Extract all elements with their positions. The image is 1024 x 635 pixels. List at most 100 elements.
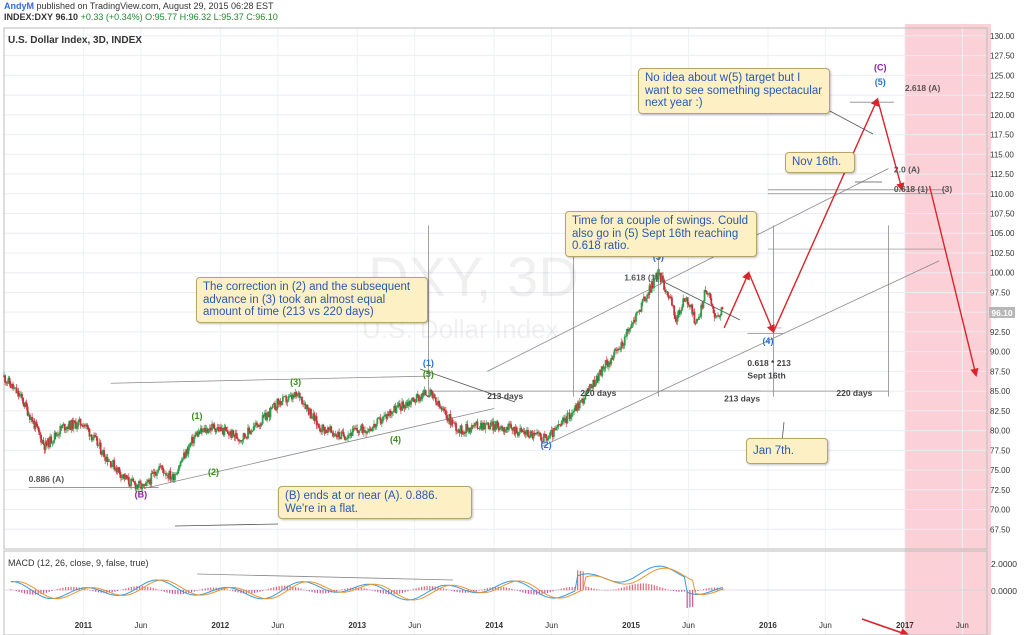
- fib-label: 0.886 (A): [29, 474, 65, 484]
- macd-hist-bar: [193, 590, 195, 592]
- candle-body: [636, 311, 638, 314]
- candle-body: [627, 328, 629, 332]
- macd-hist-bar: [127, 587, 130, 591]
- candle-body: [547, 437, 550, 441]
- candle-body: [464, 431, 466, 434]
- candle-body: [174, 474, 176, 481]
- candle-body: [513, 427, 516, 435]
- candle-body: [236, 438, 239, 440]
- lower-trendline: [144, 408, 495, 489]
- x-tick-label: Jun: [819, 621, 832, 630]
- projection-leg: [723, 271, 750, 329]
- candle-body: [43, 444, 46, 450]
- macd-hist-bar: [379, 590, 382, 593]
- note-correction-timing[interactable]: The correction in (2) and the subsequent…: [196, 277, 428, 323]
- note-jan-7[interactable]: Jan 7th.: [746, 438, 828, 464]
- candle-body: [148, 479, 150, 483]
- candle-body: [515, 427, 518, 433]
- macd-hist-bar: [303, 589, 305, 591]
- candle-body: [287, 396, 290, 401]
- candle-body: [100, 453, 103, 455]
- candle-body: [31, 416, 34, 422]
- candle-body: [342, 432, 345, 437]
- candle-body: [12, 383, 14, 389]
- note-nov-16[interactable]: Nov 16th.: [785, 152, 855, 173]
- candle-body: [185, 449, 188, 458]
- candle-body: [497, 426, 500, 431]
- candle-body: [401, 401, 403, 411]
- candle-body: [176, 473, 179, 475]
- candle-body: [180, 460, 183, 462]
- candle-body: [338, 431, 341, 438]
- macd-hist-bar: [546, 590, 549, 594]
- candle-body: [545, 434, 547, 439]
- candle-body: [141, 483, 144, 490]
- candle-body: [635, 313, 637, 322]
- note-w5-target[interactable]: No idea about w(5) target but I want to …: [638, 68, 830, 114]
- macd-tick-zero: 0.0000: [991, 586, 1017, 596]
- candle-body: [449, 414, 452, 426]
- macd-hist-bar: [650, 584, 653, 591]
- candle-body: [478, 427, 481, 429]
- candle-body: [395, 407, 398, 413]
- candle-body: [204, 427, 207, 433]
- note-b-flat[interactable]: (B) ends at or near (A). 0.886. We're in…: [278, 486, 472, 519]
- candle-body: [61, 425, 64, 429]
- wave-label: (2): [541, 440, 552, 450]
- candle-body: [353, 427, 356, 430]
- candle-body: [576, 402, 579, 411]
- wave-label: (B): [135, 490, 148, 500]
- candle-body: [459, 425, 462, 433]
- candle-body: [412, 397, 415, 400]
- macd-hist-bar: [560, 588, 562, 591]
- candle-body: [88, 429, 91, 437]
- candle-body: [93, 434, 95, 439]
- note-swings[interactable]: Time for a couple of swings. Could also …: [565, 211, 757, 257]
- macd-hist-bar: [204, 588, 206, 591]
- candle-body: [600, 369, 603, 376]
- candle-body: [508, 423, 510, 430]
- macd-hist-bar: [67, 586, 69, 591]
- candle-body: [451, 419, 454, 424]
- fib-label: 1.618 (1): [624, 273, 658, 283]
- candle-body: [669, 296, 672, 298]
- macd-hist-bar: [297, 587, 299, 591]
- candle-body: [242, 433, 245, 441]
- candle-body: [216, 427, 219, 430]
- candle-body: [225, 430, 228, 432]
- candle-body: [304, 403, 307, 409]
- macd-hist-bar: [155, 588, 157, 591]
- wave-label: (3): [290, 377, 301, 387]
- candle-body: [568, 412, 571, 419]
- macd-hist-bar: [557, 589, 560, 591]
- candle-body: [397, 403, 400, 406]
- candle-body: [677, 310, 680, 315]
- candle-body: [720, 307, 723, 316]
- author-name[interactable]: AndyM: [4, 1, 34, 11]
- candle-body: [402, 401, 405, 406]
- candle-body: [196, 432, 199, 437]
- candle-body: [106, 456, 109, 462]
- symbol[interactable]: INDEX:DXY: [4, 12, 54, 22]
- dxy-chart[interactable]: U.S. Dollar Index, 3D, INDEX DXY, 3D U.S…: [0, 24, 1024, 635]
- candle-body: [90, 434, 93, 441]
- candle-body: [254, 422, 257, 426]
- y-tick-label: 102.50: [990, 249, 1015, 258]
- candle-body: [563, 417, 565, 422]
- macd-hist-bar: [322, 590, 324, 594]
- candle-body: [136, 484, 139, 488]
- candle-body: [701, 304, 704, 308]
- candle-body: [713, 313, 716, 318]
- candle-body: [524, 433, 527, 435]
- candle-body: [280, 401, 283, 405]
- candle-body: [431, 391, 434, 398]
- macd-hist-bar: [527, 590, 529, 594]
- candle-body: [53, 432, 56, 441]
- macd-hist-bar: [396, 590, 398, 595]
- candle-body: [479, 422, 482, 428]
- candle-body: [631, 322, 634, 324]
- candle-body: [458, 429, 461, 433]
- candle-body: [592, 379, 595, 389]
- candle-body: [632, 319, 635, 323]
- candle-body: [332, 433, 335, 436]
